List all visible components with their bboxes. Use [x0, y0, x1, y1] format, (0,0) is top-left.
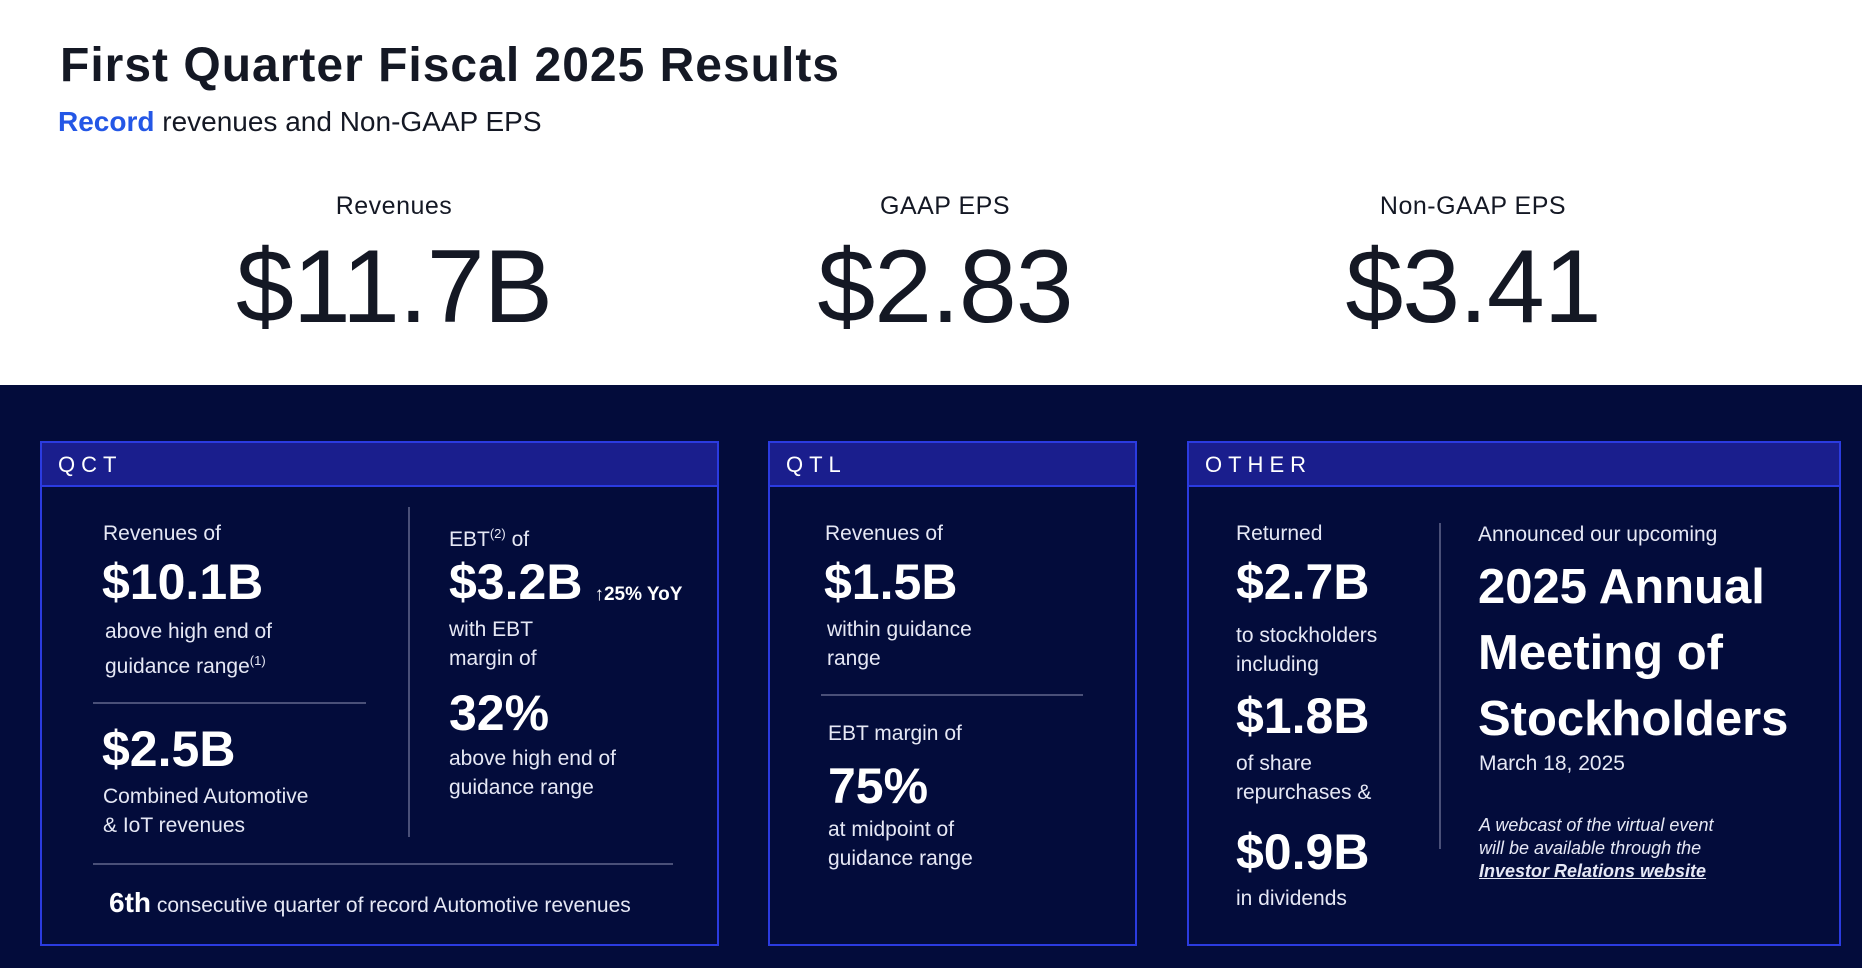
qct-ebt-margin-desc-line2: guidance range — [449, 776, 594, 799]
qct-ebt-margin-value: 32% — [449, 685, 550, 741]
qct-ebt-value-row: $3.2B ↑25% YoY — [449, 557, 682, 607]
webcast-note: A webcast of the virtual event will be a… — [1479, 814, 1713, 883]
annual-meeting-date: March 18, 2025 — [1479, 752, 1625, 775]
qtl-revenues-desc-line2: range — [827, 647, 881, 670]
webcast-note-line2: will be available through the — [1479, 838, 1702, 858]
qct-record-text: consecutive quarter of record Automotive… — [151, 894, 631, 917]
qct-ebt-value: $3.2B — [449, 554, 583, 610]
qct-ebt-margin-desc-line1: above high end of — [449, 747, 616, 770]
qct-panel: QCT Revenues of $10.1B above high end of… — [40, 441, 719, 946]
divider — [408, 507, 410, 837]
qct-record-count: 6th — [109, 887, 151, 918]
annual-meeting-title-line3: Stockholders — [1478, 692, 1789, 746]
divider — [821, 694, 1083, 696]
qtl-revenues-desc-line1: within guidance — [827, 618, 972, 641]
qtl-ebt-margin-desc: at midpoint of guidance range — [828, 815, 973, 873]
annual-meeting-title-line2: Meeting of — [1478, 626, 1723, 680]
kpi-value: $3.41 — [1345, 229, 1601, 345]
investor-relations-link[interactable]: Investor Relations website — [1479, 861, 1707, 881]
kpi-label: GAAP EPS — [880, 192, 1010, 220]
qct-ebt-label: EBT(2) of — [449, 519, 529, 554]
subtitle-text: revenues and Non-GAAP EPS — [154, 106, 542, 137]
qtl-panel: QTL Revenues of $1.5B within guidance ra… — [768, 441, 1137, 946]
other-repurchase-desc-line1: of share — [1236, 752, 1312, 775]
page-subtitle: Record revenues and Non-GAAP EPS — [58, 106, 542, 138]
annual-meeting-title-line1: 2025 Annual — [1478, 560, 1765, 614]
other-repurchase-value: $1.8B — [1236, 688, 1370, 744]
kpi-revenues: Revenues $11.7B — [194, 192, 594, 339]
page-title: First Quarter Fiscal 2025 Results — [60, 39, 840, 92]
qct-revenues-label: Revenues of — [103, 522, 221, 545]
qct-revenues-value: $10.1B — [102, 554, 264, 610]
kpi-value: $11.7B — [236, 229, 553, 345]
kpi-value: $2.83 — [817, 229, 1073, 345]
qct-revenues-desc: above high end of guidance range(1) — [105, 617, 272, 681]
qct-auto-iot-desc-line2: & IoT revenues — [103, 814, 246, 837]
other-dividend-desc: in dividends — [1236, 887, 1347, 910]
qct-auto-iot-value: $2.5B — [102, 721, 236, 777]
qct-automotive-record-note: 6th consecutive quarter of record Automo… — [109, 887, 631, 920]
other-returned-desc: to stockholders including — [1236, 621, 1377, 679]
qct-ebt-yoy-badge: ↑25% YoY — [594, 583, 683, 605]
qct-auto-iot-desc-line1: Combined Automotive — [103, 785, 309, 808]
other-repurchase-desc-line2: repurchases & — [1236, 781, 1372, 804]
qtl-revenues-label: Revenues of — [825, 522, 943, 545]
qtl-heading: QTL — [770, 443, 1135, 487]
kpi-gaap-eps: GAAP EPS $2.83 — [745, 192, 1145, 339]
qct-ebt-label-text: EBT — [449, 528, 490, 551]
other-dividend-value: $0.9B — [1236, 824, 1370, 880]
qct-revenues-desc-text: guidance range — [105, 655, 250, 678]
qtl-ebt-margin-desc-line1: at midpoint of — [828, 818, 955, 841]
other-returned-desc-line1: to stockholders — [1236, 624, 1378, 647]
qct-auto-iot-desc: Combined Automotive & IoT revenues — [103, 782, 308, 840]
subtitle-highlight: Record — [58, 106, 155, 137]
qct-ebt-desc-line2: margin of — [449, 647, 537, 670]
qct-revenues-desc-line2: guidance range(1) — [105, 646, 272, 681]
other-announce-label: Announced our upcoming — [1478, 523, 1718, 546]
webcast-note-line1: A webcast of the virtual event — [1479, 815, 1714, 835]
kpi-non-gaap-eps: Non-GAAP EPS $3.41 — [1273, 192, 1673, 339]
other-heading: OTHER — [1189, 443, 1839, 487]
kpi-label: Non-GAAP EPS — [1379, 192, 1567, 220]
qct-heading: QCT — [42, 443, 717, 487]
other-returned-desc-line2: including — [1236, 653, 1319, 676]
other-panel: OTHER Returned $2.7B to stockholders inc… — [1187, 441, 1841, 946]
qct-revenues-desc-line1: above high end of — [105, 620, 272, 643]
divider — [1439, 523, 1441, 849]
qtl-ebt-margin-desc-line2: guidance range — [828, 847, 973, 870]
footnote-1: (1) — [249, 653, 266, 668]
qct-ebt-desc-line1: with EBT — [449, 618, 534, 641]
qct-ebt-margin-desc: above high end of guidance range — [449, 744, 616, 802]
other-repurchase-desc: of share repurchases & — [1236, 749, 1371, 807]
qct-ebt-desc: with EBT margin of — [449, 615, 537, 673]
qtl-revenues-desc: within guidance range — [827, 615, 972, 673]
qtl-revenues-value: $1.5B — [824, 554, 958, 610]
qct-ebt-label-of: of — [505, 528, 530, 551]
annual-meeting-title: 2025 Annual Meeting of Stockholders — [1478, 554, 1788, 752]
divider — [93, 863, 673, 865]
divider — [93, 702, 366, 704]
kpi-label: Revenues — [335, 192, 453, 220]
qtl-ebt-margin-label: EBT margin of — [828, 722, 962, 745]
footnote-2: (2) — [489, 526, 506, 541]
qtl-ebt-margin-value: 75% — [828, 758, 929, 814]
other-returned-label: Returned — [1236, 522, 1323, 545]
other-returned-value: $2.7B — [1236, 554, 1370, 610]
